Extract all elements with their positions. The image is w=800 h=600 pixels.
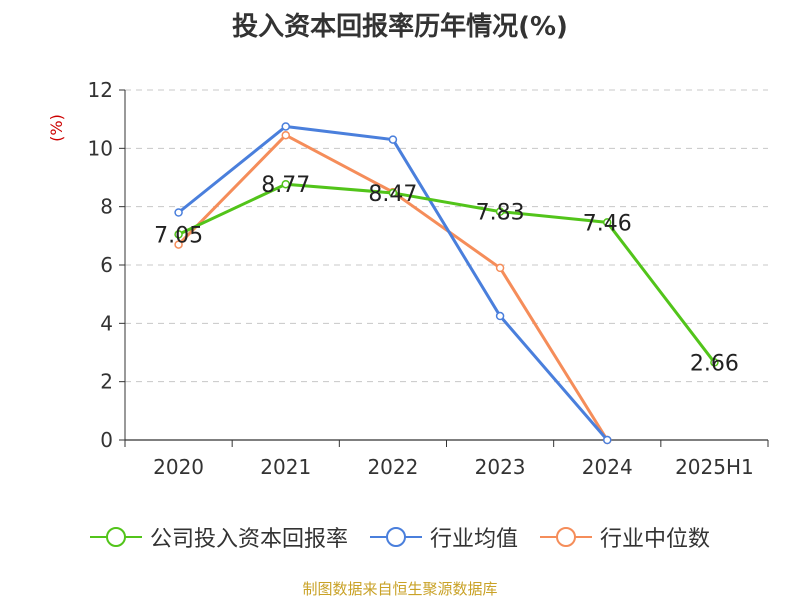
y-tick-label: 0 xyxy=(100,428,113,452)
legend-label-industry-mean: 行业均值 xyxy=(429,527,518,552)
legend-item-company[interactable]: 公司投入资本回报率 xyxy=(89,521,348,553)
legend-label-industry-median: 行业中位数 xyxy=(600,527,711,552)
data-point xyxy=(281,122,290,131)
x-tick-label: 2021 xyxy=(260,455,311,479)
y-tick-label: 12 xyxy=(88,78,113,102)
y-axis-unit: (%) xyxy=(47,114,66,142)
series-layer xyxy=(174,122,719,445)
data-point xyxy=(388,135,398,144)
legend-marker-industry-median xyxy=(540,527,592,547)
data-label: 8.77 xyxy=(261,173,310,198)
grid-lines xyxy=(125,89,768,383)
legend-item-industry-median[interactable]: 行业中位数 xyxy=(540,521,710,553)
data-point xyxy=(495,311,505,321)
legend-item-industry-mean[interactable]: 行业均值 xyxy=(369,521,518,553)
x-tick-label: 2023 xyxy=(475,455,526,479)
y-tick-label: 4 xyxy=(100,311,113,335)
legend-label-company: 公司投入资本回报率 xyxy=(149,527,348,552)
chart-title: 投入资本回报率历年情况(%) xyxy=(232,12,568,42)
y-tick-label: 10 xyxy=(88,136,113,160)
x-tick-label: 2022 xyxy=(367,455,418,479)
data-label: 7.46 xyxy=(583,211,632,236)
data-point xyxy=(388,188,398,198)
data-point xyxy=(174,240,183,249)
x-tick-label: 2024 xyxy=(582,455,633,479)
data-point xyxy=(281,179,290,189)
source-note: 制图数据来自恒生聚源数据库 xyxy=(302,580,498,598)
data-point xyxy=(495,263,505,273)
y-tick-label: 2 xyxy=(100,370,113,394)
data-point xyxy=(710,358,719,367)
data-point xyxy=(281,130,290,140)
series-line xyxy=(177,182,716,364)
data-point xyxy=(495,207,505,216)
x-tick-label: 2025H1 xyxy=(675,455,754,479)
data-label: 2.66 xyxy=(690,351,739,376)
legend: 公司投入资本回报率 行业均值 行业中位数 xyxy=(0,520,800,554)
series-line xyxy=(177,133,609,441)
y-tick-label: 8 xyxy=(100,195,113,219)
legend-marker-industry-mean xyxy=(369,527,422,547)
y-tick-label: 6 xyxy=(100,253,113,277)
data-label: 8.47 xyxy=(368,182,417,207)
series-line xyxy=(177,124,609,441)
data-labels: 7.05 8.77 8.47 7.83 7.46 2.66 xyxy=(154,173,739,376)
data-label: 7.83 xyxy=(476,201,525,226)
x-tick-label: 2020 xyxy=(153,455,204,479)
data-point xyxy=(174,208,183,217)
data-point xyxy=(174,230,183,239)
data-label: 7.05 xyxy=(154,223,203,248)
data-point xyxy=(603,435,612,445)
legend-marker-company xyxy=(89,527,142,547)
axes: 0 2 4 6 8 10 12 2020 2021 2022 2023 2024 2025H1 xyxy=(88,78,769,479)
data-point xyxy=(603,218,612,227)
